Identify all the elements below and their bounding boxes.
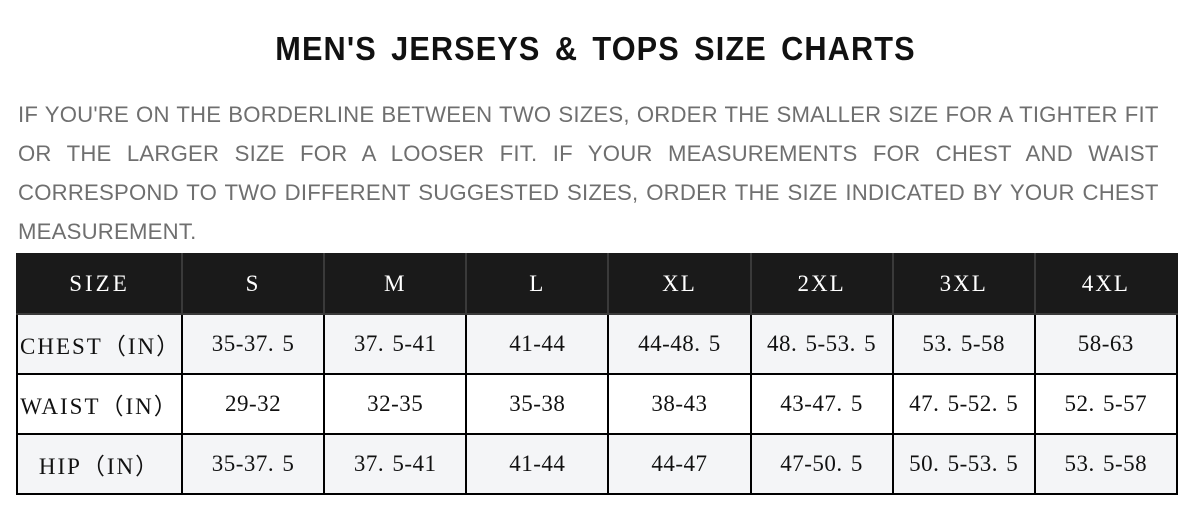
column-header-size: SIZE — [16, 253, 183, 315]
row-label-chest: CHEST（IN） — [16, 313, 183, 375]
size-guidance-paragraph: IF YOU'RE ON THE BORDERLINE BETWEEN TWO … — [18, 102, 1159, 244]
hip-value-xl: 44-47 — [607, 433, 752, 495]
column-header-xl: XL — [607, 253, 752, 315]
chest-value-s: 35-37. 5 — [180, 313, 326, 375]
column-header-2xl: 2XL — [749, 253, 894, 315]
chest-value-m: 37. 5-41 — [323, 313, 468, 375]
page-title: MEN'S JERSEYS & TOPS SIZE CHARTS — [275, 30, 916, 67]
chest-value-4xl: 58-63 — [1033, 313, 1178, 375]
waist-value-2xl: 43-47. 5 — [749, 373, 894, 435]
hip-value-4xl: 53. 5-58 — [1033, 433, 1178, 495]
column-header-m: M — [323, 253, 468, 315]
row-label-waist: WAIST（IN） — [16, 373, 183, 435]
table-header: SIZE S M L XL 2XL 3XL 4XL — [16, 253, 1178, 315]
chest-value-l: 41-44 — [465, 313, 610, 375]
table-row: HIP（IN） 35-37. 5 37. 5-41 41-44 44-47 47… — [16, 433, 1178, 495]
hip-value-m: 37. 5-41 — [323, 433, 468, 495]
size-chart-table: SIZE S M L XL 2XL 3XL 4XL CHEST（IN） 35-3… — [16, 253, 1178, 495]
table-row: CHEST（IN） 35-37. 5 37. 5-41 41-44 44-48.… — [16, 313, 1178, 375]
column-header-3xl: 3XL — [891, 253, 1036, 315]
chest-value-2xl: 48. 5-53. 5 — [749, 313, 894, 375]
table-body: CHEST（IN） 35-37. 5 37. 5-41 41-44 44-48.… — [16, 313, 1178, 495]
size-chart-table-container: SIZE S M L XL 2XL 3XL 4XL CHEST（IN） 35-3… — [16, 253, 1178, 495]
waist-value-4xl: 52. 5-57 — [1033, 373, 1178, 435]
column-header-l: L — [465, 253, 610, 315]
waist-value-s: 29-32 — [180, 373, 326, 435]
chest-value-xl: 44-48. 5 — [607, 313, 752, 375]
hip-value-2xl: 47-50. 5 — [749, 433, 894, 495]
column-header-s: S — [180, 253, 326, 315]
column-header-4xl: 4XL — [1033, 253, 1178, 315]
hip-value-l: 41-44 — [465, 433, 610, 495]
size-guidance-text: IF YOU'RE ON THE BORDERLINE BETWEEN TWO … — [18, 95, 1159, 251]
hip-value-3xl: 50. 5-53. 5 — [891, 433, 1036, 495]
waist-value-xl: 38-43 — [607, 373, 752, 435]
waist-value-3xl: 47. 5-52. 5 — [891, 373, 1036, 435]
waist-value-l: 35-38 — [465, 373, 610, 435]
chest-value-3xl: 53. 5-58 — [891, 313, 1036, 375]
table-header-row: SIZE S M L XL 2XL 3XL 4XL — [16, 253, 1178, 315]
row-label-hip: HIP（IN） — [16, 433, 183, 495]
table-row: WAIST（IN） 29-32 32-35 35-38 38-43 43-47.… — [16, 373, 1178, 435]
hip-value-s: 35-37. 5 — [180, 433, 326, 495]
waist-value-m: 32-35 — [323, 373, 468, 435]
